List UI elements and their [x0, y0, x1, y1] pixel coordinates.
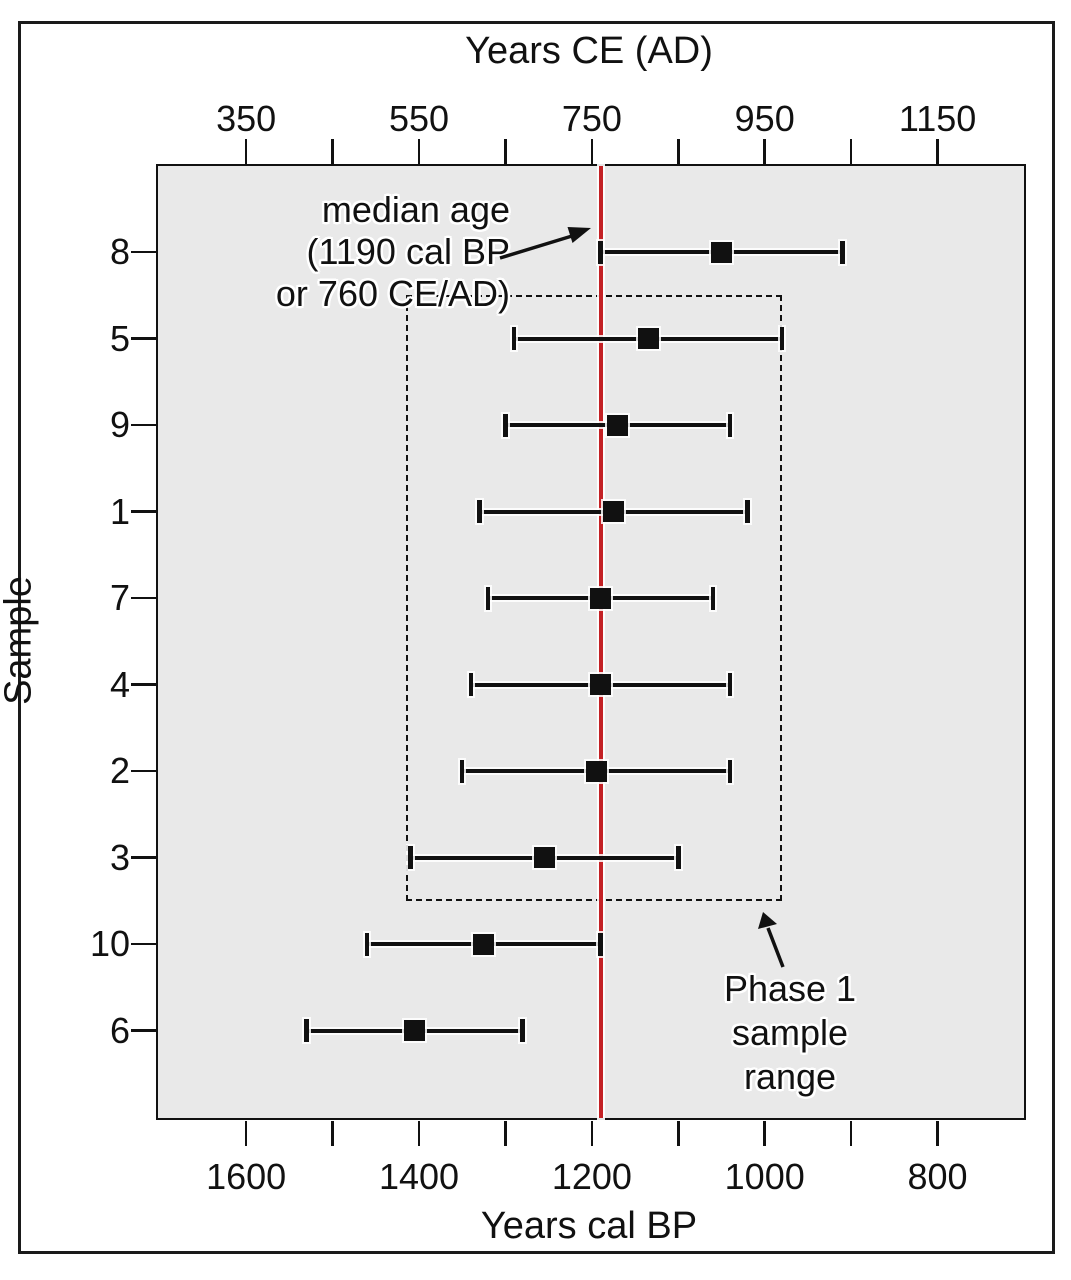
- median-age-annotation-line2: (1190 cal BP: [306, 231, 510, 272]
- bottom-axis-tick: [331, 1120, 334, 1146]
- bottom-axis-tick: [244, 1120, 248, 1146]
- median-age-annotation-line1: median age: [321, 189, 510, 230]
- bottom-axis-tick: [936, 1120, 939, 1146]
- median-age-annotation-line3: or 760 CE/AD): [275, 273, 510, 314]
- sample-row-tick: [131, 510, 158, 513]
- median-square-marker: [711, 241, 732, 263]
- error-bar-cap-older: [485, 586, 491, 610]
- median-age-annotation: median age (1190 cal BP or 760 CE/AD): [276, 189, 510, 315]
- error-bar-cap-younger: [727, 673, 733, 696]
- phase-annotation: Phase 1 sample range: [640, 967, 940, 1099]
- top-axis-title: Years CE (AD): [465, 30, 713, 72]
- phase-annotation-line1: Phase 1: [723, 968, 857, 1009]
- median-square-marker: [602, 501, 624, 522]
- phase-range-dashed-box: [406, 295, 782, 901]
- top-axis-tick-label: 350: [216, 98, 277, 139]
- top-axis-tick: [244, 138, 248, 164]
- top-axis-tick: [936, 138, 939, 164]
- sample-row-tick: [131, 250, 158, 254]
- top-axis-tick: [763, 138, 766, 164]
- median-square-marker: [607, 414, 629, 436]
- median-square-marker: [637, 328, 659, 349]
- top-axis-tick: [417, 138, 421, 164]
- error-bar-cap-younger: [745, 500, 750, 523]
- sample-row-label: 3: [109, 836, 130, 878]
- sample-row-label: 5: [109, 317, 130, 359]
- top-axis-tick: [504, 138, 507, 164]
- median-square-marker: [533, 847, 555, 868]
- bottom-axis-tick-label: 1200: [551, 1156, 632, 1197]
- error-bar-cap-older: [503, 413, 508, 437]
- sample-row-tick: [131, 596, 158, 600]
- median-square-marker: [590, 674, 611, 695]
- error-bar-cap-younger: [598, 932, 603, 956]
- error-bar-cap-older: [459, 759, 465, 783]
- error-bar-cap-younger: [676, 846, 681, 869]
- error-bar-cap-younger: [727, 759, 733, 783]
- bottom-axis-title: Years cal BP: [480, 1205, 698, 1247]
- error-bar-cap-older: [408, 846, 413, 869]
- bottom-axis-tick: [417, 1120, 421, 1146]
- top-axis-tick-label: 750: [561, 98, 622, 139]
- sample-row-tick: [131, 1029, 158, 1032]
- error-bar-cap-older: [511, 327, 517, 350]
- top-axis-tick-label: 1150: [898, 98, 977, 139]
- error-bar-cap-younger: [779, 327, 785, 350]
- left-axis-title: Sample: [0, 576, 40, 705]
- median-square-marker: [404, 1020, 426, 1041]
- bottom-axis-tick-label: 1400: [378, 1156, 460, 1197]
- error-bar-cap-younger: [727, 413, 733, 437]
- top-axis-tick-label: 950: [734, 98, 795, 139]
- sample-row-tick: [131, 769, 158, 773]
- bottom-axis-tick: [504, 1120, 507, 1146]
- top-axis-tick: [590, 138, 594, 164]
- median-square-marker: [585, 760, 607, 782]
- figure-outer-border: [18, 21, 1055, 1254]
- error-bar-cap-younger: [710, 586, 716, 610]
- bottom-axis-tick-label: 1000: [724, 1156, 805, 1197]
- top-axis-tick: [677, 138, 680, 164]
- error-bar-cap-younger: [520, 1019, 525, 1042]
- error-bar-cap-older: [598, 240, 603, 264]
- top-axis-tick: [331, 138, 334, 164]
- phase-annotation-line2: sample: [731, 1012, 849, 1053]
- sample-row-label: 10: [89, 923, 130, 964]
- sample-row-label: 8: [109, 231, 130, 272]
- bottom-axis-tick-label: 1600: [206, 1156, 287, 1197]
- phase-annotation-line3: range: [743, 1056, 837, 1097]
- error-bar-cap-older: [477, 500, 482, 523]
- error-bar-cap-older: [468, 673, 474, 696]
- sample-row-label: 7: [109, 577, 130, 618]
- error-bar-cap-younger: [840, 240, 845, 264]
- sample-row-tick: [131, 423, 158, 427]
- sample-row-label: 6: [109, 1009, 130, 1051]
- sample-row-label: 1: [109, 490, 130, 532]
- sample-row-label: 9: [109, 404, 130, 445]
- error-bar-cap-older: [364, 932, 370, 956]
- sample-row-label: 2: [109, 750, 130, 791]
- sample-row-tick: [131, 942, 158, 946]
- sample-row-tick: [131, 683, 158, 686]
- sample-row-tick: [131, 856, 158, 859]
- bottom-axis-tick: [677, 1120, 680, 1146]
- bottom-axis-tick: [849, 1120, 853, 1146]
- bottom-axis-tick-label: 800: [907, 1156, 968, 1197]
- bottom-axis-tick: [763, 1120, 766, 1146]
- top-axis-tick-label: 550: [388, 98, 450, 139]
- sample-row-tick: [131, 337, 158, 340]
- bottom-axis-tick: [590, 1120, 594, 1146]
- median-age-line: [598, 166, 603, 1118]
- top-axis-tick: [849, 138, 853, 164]
- sample-row-label: 4: [109, 663, 130, 705]
- error-bar-cap-older: [304, 1019, 309, 1042]
- median-square-marker: [473, 933, 495, 955]
- median-square-marker: [590, 587, 611, 609]
- plot-area: 350 550 750 950 1150 1600 1400 1200 1000 800 8 5 9 1…: [90, 98, 1026, 1197]
